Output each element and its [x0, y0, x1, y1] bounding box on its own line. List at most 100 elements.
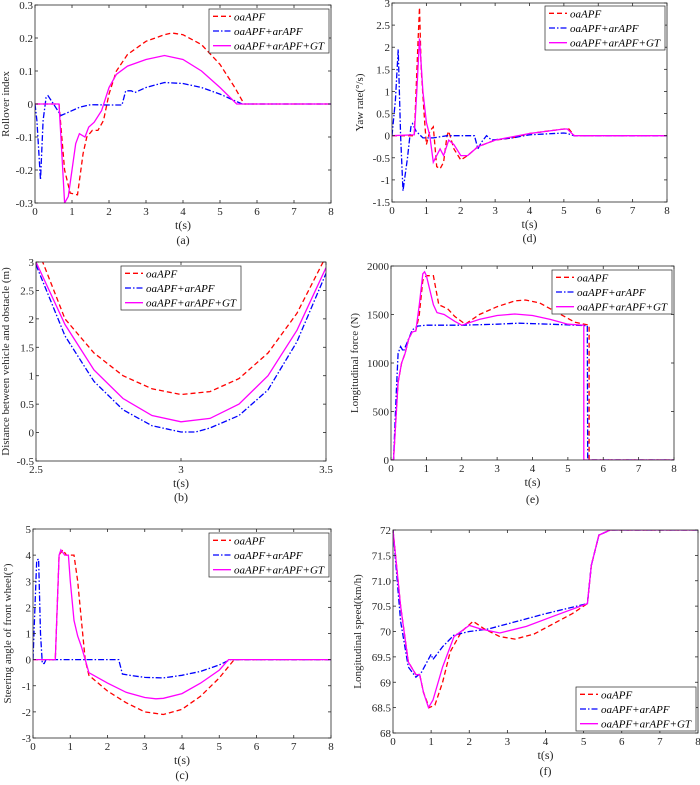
legend-label: oaAPF+arAPF [577, 287, 646, 299]
y-tick-label: 0 [28, 99, 34, 111]
series-line-oaapf-arapf-gt [35, 54, 331, 203]
y-tick-label: -1.5 [373, 197, 391, 209]
series-line-oaapf-arapf [33, 557, 331, 679]
series-line-oaapf [392, 7, 667, 170]
x-tick-label: 1 [69, 206, 75, 218]
chart-panel-a: 0 1 2 3 4 5 6 7 8 -0.3 -0.2 -0.1 0 0.1 0.2 0.3 t(s) Rollo… [0, 0, 334, 247]
legend-label: oaAPF+arAPF+GT [601, 719, 692, 731]
legend-label: oaAPF [234, 11, 265, 23]
y-tick-label: 72 [380, 525, 391, 537]
legend: oaAPF oaAPF+arAPF oaAPF+arAPF+GT [575, 686, 697, 732]
legend: oaAPF oaAPF+arAPF oaAPF+arAPF+GT [120, 265, 242, 311]
y-tick-label: 68.5 [372, 703, 392, 715]
legend-label: oaAPF+arAPF+GT [234, 565, 325, 577]
series-line-oaapf-arapf [393, 530, 698, 679]
series-line-oaapf [33, 548, 331, 716]
legend-label: oaAPF+arAPF+GT [577, 302, 668, 314]
x-tick-label: 5 [217, 741, 223, 753]
x-tick-label: 6 [619, 736, 625, 748]
y-tick-label: 3 [26, 576, 32, 588]
x-tick-label: 2 [105, 741, 111, 753]
y-tick-label: 69 [380, 677, 392, 689]
y-tick-label: -0.1 [16, 132, 33, 144]
series-line-oaapf-arapf [392, 49, 667, 191]
x-tick-label: 8 [695, 736, 700, 748]
x-tick-label: 7 [636, 463, 642, 475]
x-tick-label: 1 [424, 205, 430, 217]
y-tick-label: 0.2 [19, 33, 33, 45]
panel-caption: (c) [175, 768, 188, 782]
panel-caption: (a) [176, 233, 189, 247]
x-tick-label: 6 [596, 205, 602, 217]
y-tick-label: 5 [26, 524, 32, 536]
x-axis-label: t(s) [174, 753, 190, 767]
y-tick-label: 3 [29, 257, 35, 269]
x-tick-label: 3 [143, 206, 149, 218]
y-tick-label: 0.5 [20, 399, 34, 411]
x-tick-label: 3 [142, 741, 148, 753]
y-axis-label: Distance between vehicle and obstacle (m… [0, 267, 12, 456]
y-tick-label: 1 [26, 629, 32, 641]
y-tick-label: 2 [385, 42, 391, 54]
y-tick-label: 71.5 [372, 550, 392, 562]
series-line-oaapf-arapf-gt [36, 262, 326, 423]
series-line-oaapf [42, 262, 324, 396]
legend-label: oaAPF+arAPF [146, 283, 215, 295]
series-line-oaapf-arapf-gt [391, 270, 674, 460]
chart-panel-b: 2.5 3 3.5-0.500.511.522.53t(s)Distance bet… [0, 257, 333, 504]
legend-label: oaAPF [146, 268, 177, 280]
chart-panel-e: 0 1 2 3 4 5 6 7 8 0 500 1000 1500 2000 t(s) Longitudina… [349, 261, 677, 506]
y-tick-label: 71.0 [372, 576, 392, 588]
x-tick-label: 2 [467, 736, 473, 748]
legend: oaAPF oaAPF+arAPF oaAPF+arAPF+GT [544, 5, 666, 51]
x-tick-label: 8 [328, 741, 334, 753]
y-tick-label: 68 [380, 728, 392, 740]
y-tick-label: 2.5 [376, 20, 390, 32]
y-tick-label: 0 [385, 131, 391, 143]
x-axis-label: t(s) [173, 476, 189, 490]
chart-panel-f: 0 1 2 3 4 5 6 7 8 68 68.5 69 69.5 70 70.5 71.0 71.5 72 t(s… [352, 525, 700, 778]
y-tick-label: 0.5 [376, 109, 390, 121]
x-tick-label: 0 [32, 206, 38, 218]
x-tick-label: 2 [106, 206, 112, 218]
y-tick-label: 1.5 [20, 342, 34, 354]
y-tick-label: -3 [22, 733, 32, 745]
y-tick-label: 1 [29, 371, 35, 383]
x-tick-label: 8 [671, 463, 677, 475]
y-tick-label: 2 [29, 314, 35, 326]
x-axis-label: t(s) [538, 748, 554, 762]
y-tick-label: 0 [29, 428, 35, 440]
y-tick-label: 0.3 [19, 0, 33, 12]
y-tick-label: -2 [22, 707, 31, 719]
x-tick-label: 0 [389, 205, 395, 217]
y-tick-label: -0.2 [16, 165, 33, 177]
x-tick-label: 6 [254, 206, 260, 218]
x-tick-label: 4 [527, 205, 533, 217]
y-tick-label: 0 [384, 455, 390, 467]
chart-panel-d: 0 1 2 3 4 5 6 7 8 -1.5 -1 -0.5 0 0.5 1 1.5 2 2.5 3 t(s) Yaw … [354, 0, 670, 245]
panel-caption: (d) [523, 231, 537, 245]
y-tick-label: 0.1 [19, 66, 33, 78]
x-tick-label: 4 [530, 463, 536, 475]
legend: oaAPF oaAPF+arAPF oaAPF+arAPF+GT [208, 8, 330, 54]
x-tick-label: 1 [68, 741, 74, 753]
x-tick-label: 7 [291, 206, 297, 218]
x-tick-label: 4 [180, 206, 186, 218]
x-tick-label: 2 [458, 205, 464, 217]
y-tick-label: 500 [373, 407, 390, 419]
y-tick-label: -1 [381, 175, 390, 187]
x-axis-label: t(s) [525, 475, 541, 489]
x-tick-label: 3 [494, 463, 500, 475]
y-tick-label: 1 [385, 86, 391, 98]
y-axis-label: Steering angle of front wheel(°) [2, 563, 14, 703]
y-tick-label: 69.5 [372, 652, 392, 664]
x-tick-label: 7 [630, 205, 636, 217]
x-axis-label: t(s) [175, 218, 191, 232]
y-tick-label: -0.5 [373, 153, 391, 165]
legend-label: oaAPF+arAPF [570, 23, 639, 35]
legend-label: oaAPF+arAPF+GT [570, 38, 661, 50]
x-tick-label: 3 [492, 205, 498, 217]
y-tick-label: 1000 [367, 358, 390, 370]
x-tick-label: 5 [581, 736, 587, 748]
